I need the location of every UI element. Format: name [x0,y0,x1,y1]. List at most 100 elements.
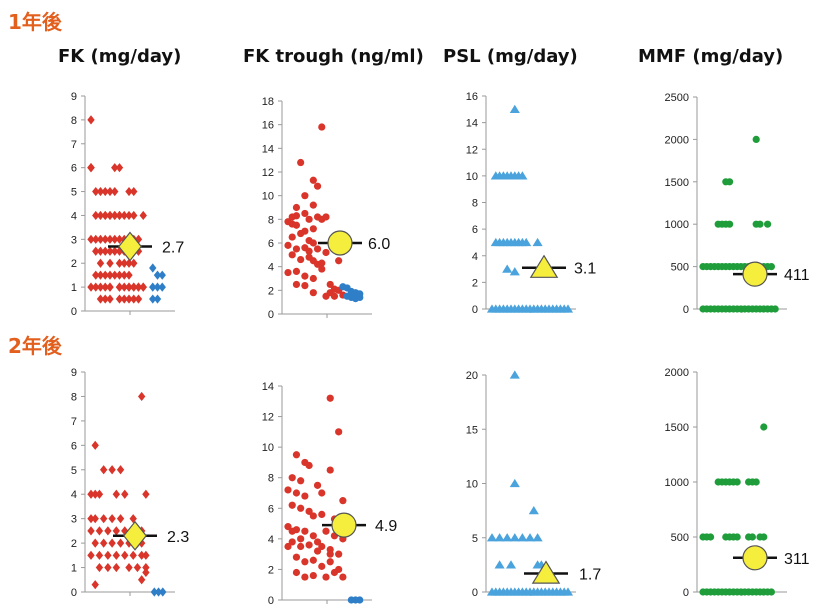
data-point [301,573,309,581]
y-tick-label: 1000 [665,477,689,489]
data-point [115,258,124,268]
data-point [733,478,741,486]
panel-title-psl: PSL (mg/day) [443,46,578,67]
data-point [95,550,104,560]
y-tick-label: 2 [268,564,274,576]
y-tick-label: 0 [71,587,77,599]
data-point [87,115,95,125]
y-tick-label: 500 [671,262,689,274]
data-point [292,280,301,289]
data-point [288,527,296,535]
row-label-year1: 1年後 [8,10,62,34]
data-point [116,465,125,475]
data-point [509,104,520,113]
data-point [760,423,768,431]
data-point [322,213,330,221]
data-point [284,268,292,277]
y-tick-label: 8 [71,115,77,127]
data-point [760,533,768,541]
data-point [116,538,125,548]
data-point [87,550,95,560]
data-point [305,507,313,515]
data-point [137,391,146,402]
data-point [764,220,772,228]
data-point [309,274,317,283]
data-point [129,550,137,560]
data-point [125,562,133,573]
data-point [284,523,292,531]
data-point [301,492,309,500]
data-point [111,210,119,221]
data-point [133,562,142,573]
mean-marker [118,231,142,262]
data-point [309,289,317,297]
data-point [505,560,517,569]
data-point [96,246,105,256]
data-point [130,294,138,304]
y-tick-label: 6 [472,224,478,236]
data-point [494,560,505,569]
data-point [92,270,100,280]
data-point [305,215,313,223]
y-tick-label: 12 [262,167,274,179]
data-point [158,270,166,280]
data-point [562,304,574,313]
data-point [92,186,100,197]
data-point [149,263,157,273]
data-point [339,497,347,505]
data-point [326,558,334,566]
data-point [159,587,167,597]
y-tick-label: 0 [71,306,77,318]
data-point [532,237,543,247]
y-tick-label: 1500 [665,177,689,189]
data-point [142,567,150,578]
data-point [96,294,105,304]
data-point [150,587,159,597]
y-tick-label: 1500 [665,422,689,434]
y-tick-label: 2 [472,277,478,289]
mean-marker [123,520,147,551]
data-point [532,560,543,569]
data-point [95,489,104,499]
data-point [115,210,124,221]
data-point [305,541,313,549]
y-tick-label: 8 [268,473,274,485]
mean-value-label: 4.9 [375,518,397,535]
y-tick-label: 2000 [665,367,689,379]
data-point [120,270,128,280]
data-point [99,514,108,524]
data-point [318,562,326,570]
data-point [101,294,109,304]
y-tick-label: 10 [466,171,478,183]
panel-title-fk-trough: FK trough (ng/ml) [243,46,424,67]
y-tick-label: 7 [71,416,77,428]
data-point [301,209,309,218]
y-tick-label: 500 [671,532,689,544]
mean-marker [327,230,353,256]
y-tick-label: 3 [71,234,77,246]
data-point [111,234,119,244]
y-tick-label: 0 [683,304,689,316]
data-point [318,510,326,518]
data-point [87,282,95,292]
y-tick-label: 4 [71,210,77,222]
y-tick-label: 10 [262,442,274,454]
data-point [726,220,734,228]
data-point [106,210,114,221]
data-point [96,210,105,221]
data-point [149,294,157,304]
data-point [87,163,95,173]
mean-value-label: 2.3 [167,529,189,546]
data-point [95,526,104,536]
mean-marker [529,254,559,278]
data-point [120,210,128,221]
data-point [87,514,95,524]
data-point [292,267,301,275]
data-point [297,535,305,543]
y-tick-label: 1 [71,563,77,575]
data-point [112,489,121,499]
data-point [96,258,105,268]
data-point [106,294,114,304]
mean-marker [742,261,768,287]
data-point [305,247,313,255]
